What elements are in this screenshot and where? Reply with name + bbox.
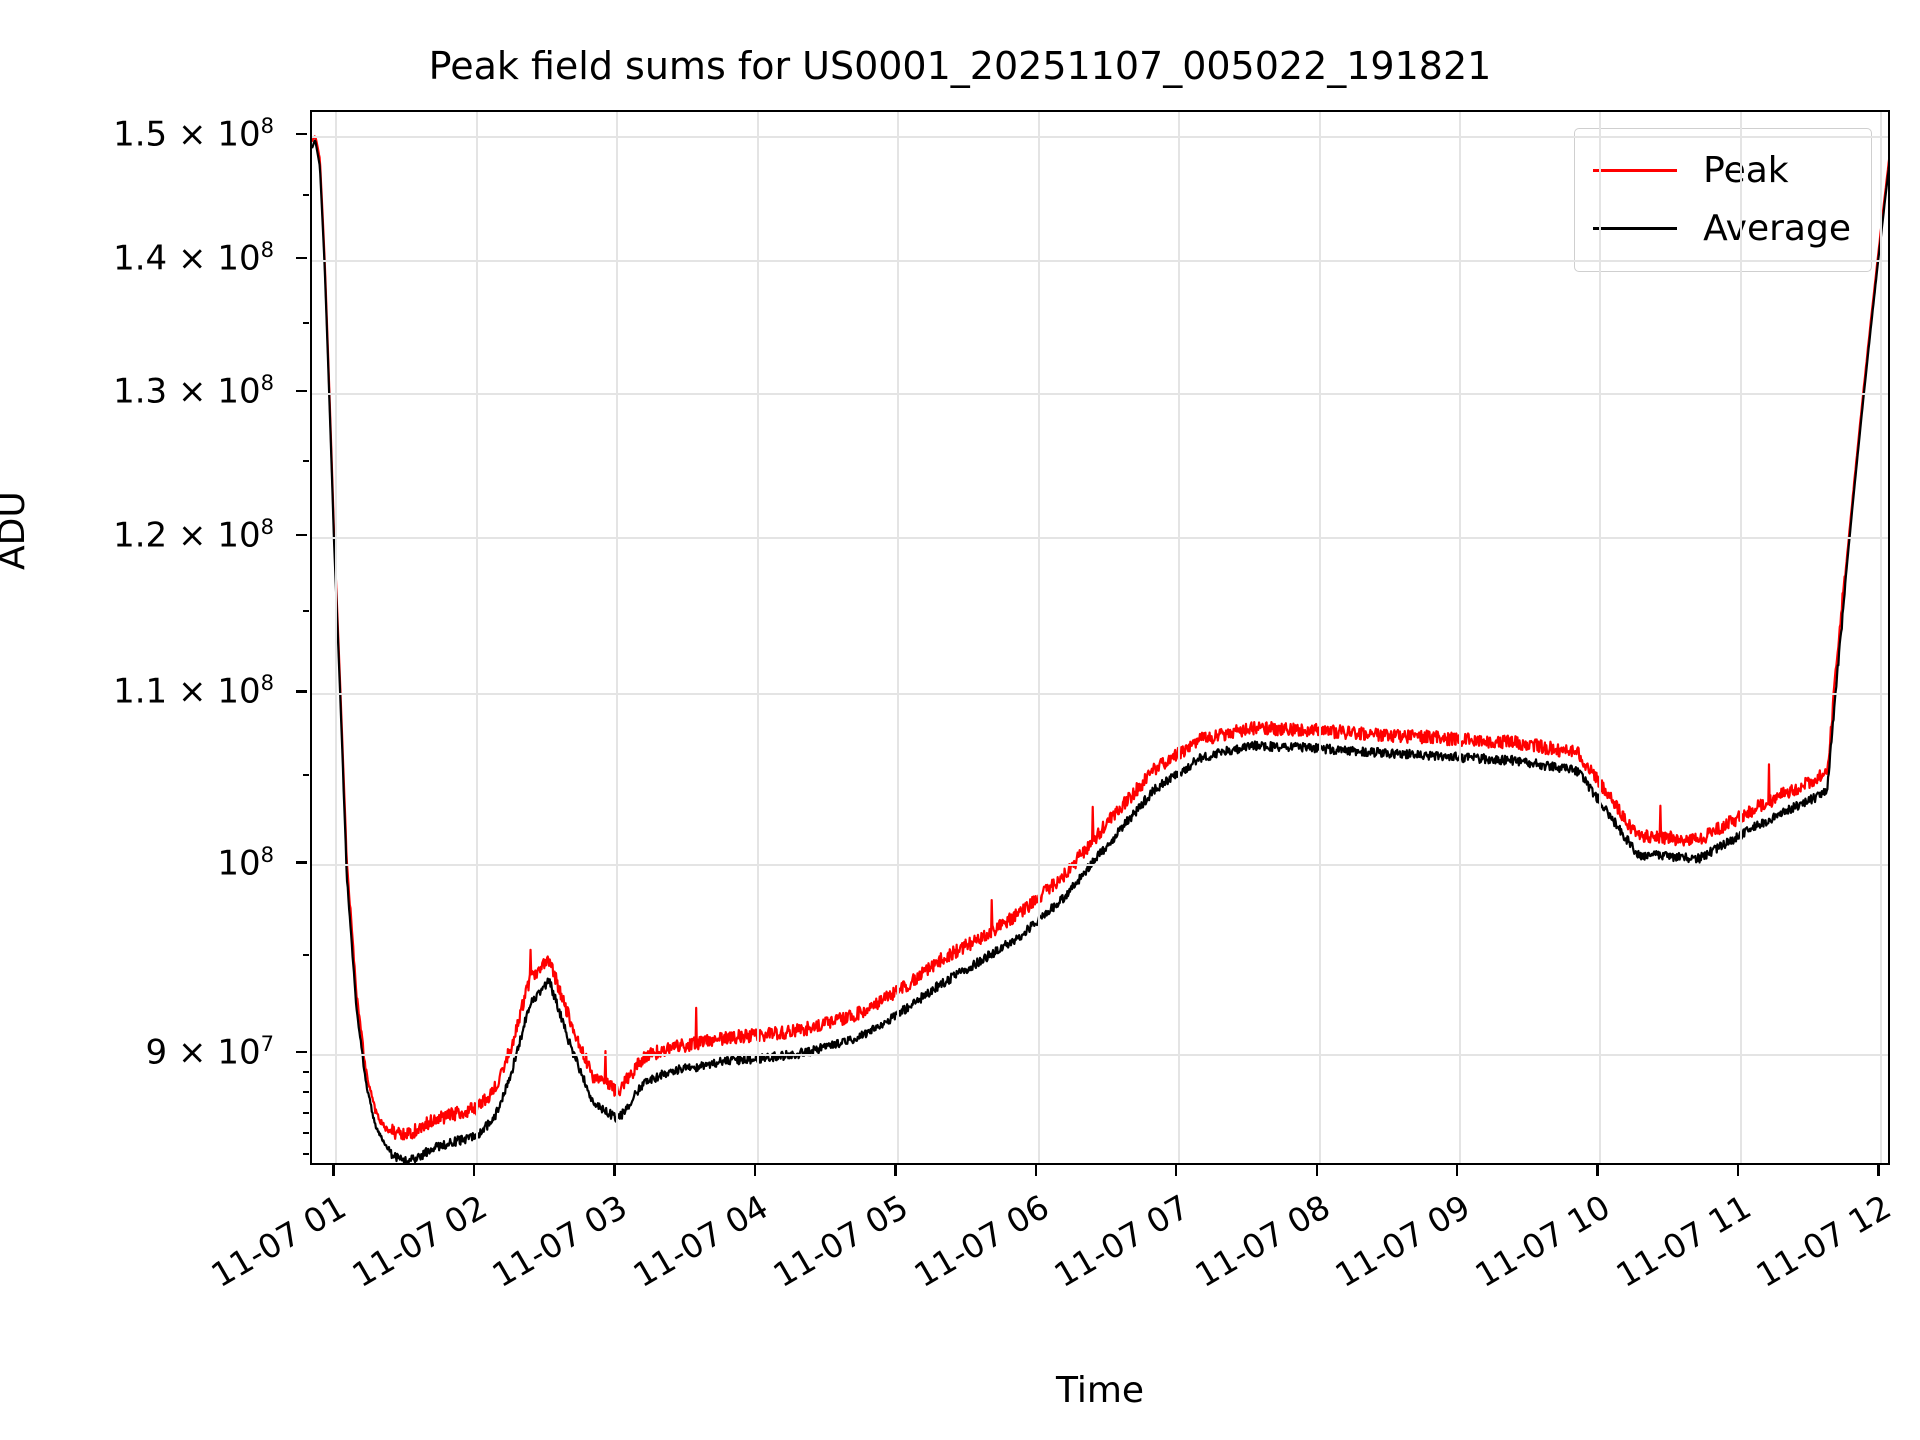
y-tick-minor-mark [303,1070,309,1073]
y-tick-exponent: 8 [260,670,274,696]
multiplication-sign-icon: × [178,515,207,556]
gridline-horizontal [312,392,1888,395]
y-tick-mark [296,389,307,393]
gridline-vertical [1880,112,1883,1163]
y-tick-mantissa: 1.4 [113,238,168,279]
y-tick-label: 1.5 × 108 [113,113,296,154]
y-tick-mark [296,861,307,864]
multiplication-sign-icon: × [178,238,207,279]
y-tick-base: 108 [217,237,274,279]
y-tick-minor-mark [303,1091,309,1094]
gridline-vertical [1037,112,1040,1163]
x-tick-mark [332,1165,335,1176]
x-tick-mark [1596,1165,1599,1176]
y-tick-mark [296,1050,307,1054]
y-axis-tick-labels: 1.5 × 108 1.4 × 108 1.3 × 108 1.2 × 108 1.1 … [0,110,309,1165]
y-tick-mark [296,256,307,260]
multiplication-sign-icon: × [178,114,207,155]
legend: Peak Average [1574,128,1872,272]
gridline-horizontal [312,1053,1888,1056]
x-tick-mark [472,1165,476,1176]
y-tick-mantissa: 1.5 [113,114,168,155]
gridline-vertical [475,112,478,1163]
gridline-vertical [1458,112,1461,1163]
plot-area: Peak Average [310,110,1890,1165]
gridline-vertical [1178,112,1181,1163]
y-tick-exponent: 7 [260,1031,274,1057]
y-tick-mark [296,533,307,537]
y-tick-minor-mark [303,193,309,196]
gridline-horizontal [312,536,1888,539]
y-tick-mark [296,690,307,693]
gridline-horizontal [312,864,1888,867]
y-tick-minor-mark [303,1153,309,1156]
gridline-vertical [335,112,338,1163]
y-tick-minor-mark [303,460,309,463]
y-tick-base: 107 [217,1031,274,1073]
legend-line-swatch [1593,226,1678,230]
y-tick-mantissa: 1.3 [113,371,168,412]
gridline-vertical [616,112,619,1163]
y-tick-mantissa: 9 [145,1032,168,1073]
y-tick-exponent: 8 [260,237,274,263]
gridline-horizontal [312,135,1888,138]
x-tick-mark [1455,1165,1459,1176]
legend-line-swatch [1593,168,1678,172]
legend-item[interactable]: Average [1593,199,1851,257]
y-tick-base: 108 [217,841,274,884]
y-tick-label: 1.2 × 108 [113,514,296,555]
gridline-vertical [756,112,759,1163]
gridline-vertical [1739,112,1742,1163]
page-title: Peak field sums for US0001_20251107_0050… [428,44,1492,88]
y-tick-label: 1.3 × 108 [113,370,296,411]
x-tick-mark [1877,1165,1880,1176]
x-tick-mark [1736,1165,1740,1176]
y-tick-label: 1.1 × 108 [113,670,296,711]
y-tick-mantissa: 1.1 [113,671,168,712]
y-tick-minor-mark [303,773,309,776]
y-tick-label: 108 [217,842,296,883]
x-axis-tick-labels: 11-07 01 11-07 02 11-07 03 11-07 04 11-07 05… [205,1165,1898,1365]
legend-item[interactable]: Peak [1593,141,1851,199]
gridline-vertical [1599,112,1602,1163]
x-tick-mark [1175,1165,1178,1176]
legend-item-label: Average [1703,207,1851,249]
y-axis-label: ADU [0,491,33,570]
y-tick-label: 1.4 × 108 [113,237,296,278]
multiplication-sign-icon: × [178,371,207,412]
multiplication-sign-icon: × [178,671,207,712]
gridline-horizontal [312,259,1888,262]
y-tick-base: 108 [217,514,274,556]
y-tick-base: 108 [217,370,274,412]
y-tick-exponent: 8 [260,113,274,139]
x-tick-mark [894,1165,897,1176]
gridline-vertical [897,112,900,1163]
y-tick-minor-mark [303,1111,309,1114]
series-line-peak [312,135,1888,1141]
y-tick-exponent: 8 [260,370,274,396]
x-axis-label: Time [1055,1370,1145,1411]
series-line-average [312,139,1888,1163]
x-tick-mark [1315,1165,1318,1176]
x-tick-mark [753,1165,757,1176]
y-tick-mantissa: 1.2 [113,515,168,556]
multiplication-sign-icon: × [178,1032,207,1073]
x-tick-mark [613,1165,616,1176]
y-tick-minor-mark [303,1132,309,1135]
legend-item-label: Peak [1703,149,1789,191]
y-tick-minor-mark [303,322,309,325]
y-tick-minor-mark [303,953,309,956]
y-tick-label: 9 × 107 [146,1031,296,1072]
series-canvas [312,135,1888,1163]
x-tick-mark [1034,1165,1038,1176]
gridline-vertical [1318,112,1321,1163]
gridline-horizontal [312,693,1888,696]
y-tick-exponent: 8 [260,841,274,867]
y-tick-base: 108 [217,113,274,155]
y-tick-exponent: 8 [260,514,274,540]
y-tick-base: 108 [217,670,274,712]
y-tick-minor-mark [303,610,309,613]
y-tick-mark [296,132,307,136]
